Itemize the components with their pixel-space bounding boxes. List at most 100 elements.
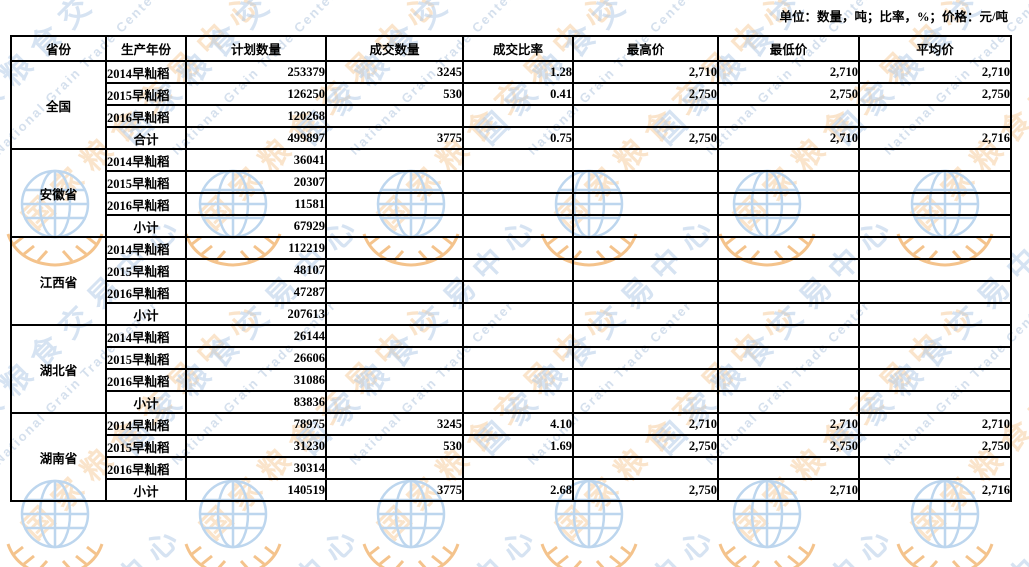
- high-cell: 2,750: [572, 126, 719, 150]
- table-row: 2016早籼稻 47287: [11, 280, 1012, 304]
- wheat-icon: [0, 540, 110, 567]
- ratio-cell: 2.68: [462, 478, 574, 502]
- year-cell: 2015早籼稻: [105, 170, 187, 194]
- deal-cell: [325, 236, 464, 260]
- year-cell: 2016早籼稻: [105, 192, 187, 216]
- year-cell: 合计: [105, 126, 187, 150]
- deal-cell: [325, 456, 464, 480]
- province-cell: 湖南省: [10, 412, 107, 502]
- ratio-cell: 0.75: [462, 126, 574, 150]
- watermark-text-cn: 国家粮食交易中心: [642, 510, 905, 567]
- data-table: 省份 生产年份 计划数量 成交数量 成交比率 最高价 最低价 平均价 全国 2014早籼稻 253…: [10, 35, 1012, 502]
- column-header: 成交数量: [325, 35, 464, 62]
- avg-cell: [858, 280, 1012, 304]
- high-cell: [572, 192, 719, 216]
- plan-cell: 499897: [185, 126, 327, 150]
- avg-cell: 2,716: [858, 126, 1012, 150]
- unit-note: 单位：数量，吨；比率，%；价格：元/吨: [779, 10, 1008, 24]
- table-row: 2016早籼稻 30314: [11, 456, 1012, 480]
- high-cell: [572, 302, 719, 326]
- table-row: 湖北省 2014早籼稻 26144: [10, 324, 1012, 414]
- watermark-text-cn: 国家粮食交易中心: [820, 510, 1029, 567]
- ratio-cell: [462, 214, 574, 238]
- high-cell: [572, 390, 719, 414]
- high-cell: [572, 170, 719, 194]
- low-cell: 2,710: [717, 60, 860, 84]
- table-row: 2015早籼稻 20307: [11, 170, 1012, 194]
- province-cell: 湖北省: [10, 324, 107, 414]
- year-cell: 2014早籼稻: [105, 412, 187, 436]
- plan-cell: 48107: [185, 258, 327, 282]
- high-cell: [572, 456, 719, 480]
- high-cell: [572, 104, 719, 128]
- low-cell: [717, 456, 860, 480]
- deal-cell: [325, 170, 464, 194]
- avg-cell: 2,710: [858, 412, 1012, 436]
- avg-cell: [858, 236, 1012, 260]
- ratio-cell: [462, 104, 574, 128]
- low-cell: [717, 192, 860, 216]
- low-cell: [717, 368, 860, 392]
- avg-cell: [858, 368, 1012, 392]
- plan-cell: 207613: [185, 302, 327, 326]
- watermark-text-cn: 国家粮食交易中心: [108, 510, 371, 567]
- avg-cell: 2,750: [858, 434, 1012, 458]
- plan-cell: 26144: [185, 324, 327, 348]
- table-row: 小计 83836: [11, 390, 1012, 414]
- table-row: 2016早籼稻 11581: [11, 192, 1012, 216]
- ratio-cell: 1.28: [462, 60, 574, 84]
- avg-cell: [858, 456, 1012, 480]
- plan-cell: 36041: [185, 148, 327, 172]
- deal-cell: [325, 390, 464, 414]
- ratio-cell: [462, 390, 574, 414]
- year-cell: 2016早籼稻: [105, 456, 187, 480]
- table-row: 2016早籼稻 120268: [11, 104, 1012, 128]
- deal-cell: 3245: [325, 60, 464, 84]
- year-cell: 2015早籼稻: [105, 434, 187, 458]
- high-cell: 2,750: [572, 82, 719, 106]
- year-cell: 小计: [105, 390, 187, 414]
- column-header: 成交比率: [462, 35, 574, 62]
- year-cell: 2016早籼稻: [105, 368, 187, 392]
- year-cell: 2014早籼稻: [105, 60, 187, 84]
- high-cell: 2,750: [572, 434, 719, 458]
- deal-cell: [325, 346, 464, 370]
- table-row: 2015早籼稻 31230 530 1.69 2,750 2,750 2,750: [11, 434, 1012, 458]
- wheat-icon: [356, 540, 466, 567]
- deal-cell: 530: [325, 82, 464, 106]
- watermark-text-cn: 国家粮食交易中心: [0, 510, 193, 567]
- low-cell: [717, 390, 860, 414]
- avg-cell: [858, 104, 1012, 128]
- year-cell: 2016早籼稻: [105, 280, 187, 304]
- deal-cell: [325, 302, 464, 326]
- deal-cell: [325, 324, 464, 348]
- plan-cell: 11581: [185, 192, 327, 216]
- year-cell: 小计: [105, 214, 187, 238]
- low-cell: 2,710: [717, 478, 860, 502]
- avg-cell: [858, 170, 1012, 194]
- avg-cell: [858, 390, 1012, 414]
- ratio-cell: 1.69: [462, 434, 574, 458]
- watermark-text-cn: 国家粮食交易中心: [286, 510, 549, 567]
- wheat-icon: [178, 540, 288, 567]
- plan-cell: 31086: [185, 368, 327, 392]
- ratio-cell: [462, 192, 574, 216]
- deal-cell: 530: [325, 434, 464, 458]
- high-cell: 2,750: [572, 478, 719, 502]
- ratio-cell: [462, 258, 574, 282]
- table-body: 全国 2014早籼稻 253379 3245 1.28 2,710 2,710 2,710 20…: [10, 60, 1012, 502]
- ratio-cell: [462, 324, 574, 348]
- table-row: 安徽省 2014早籼稻 36041: [10, 148, 1012, 238]
- column-header: 平均价: [858, 35, 1012, 62]
- province-cell: 安徽省: [10, 148, 107, 238]
- ratio-cell: 0.41: [462, 82, 574, 106]
- table-row: 江西省 2014早籼稻 112219: [10, 236, 1012, 326]
- low-cell: [717, 104, 860, 128]
- deal-cell: [325, 148, 464, 172]
- year-cell: 2015早籼稻: [105, 258, 187, 282]
- avg-cell: [858, 324, 1012, 348]
- ratio-cell: [462, 346, 574, 370]
- avg-cell: 2,750: [858, 82, 1012, 106]
- high-cell: 2,710: [572, 412, 719, 436]
- wheat-icon: [890, 540, 1000, 567]
